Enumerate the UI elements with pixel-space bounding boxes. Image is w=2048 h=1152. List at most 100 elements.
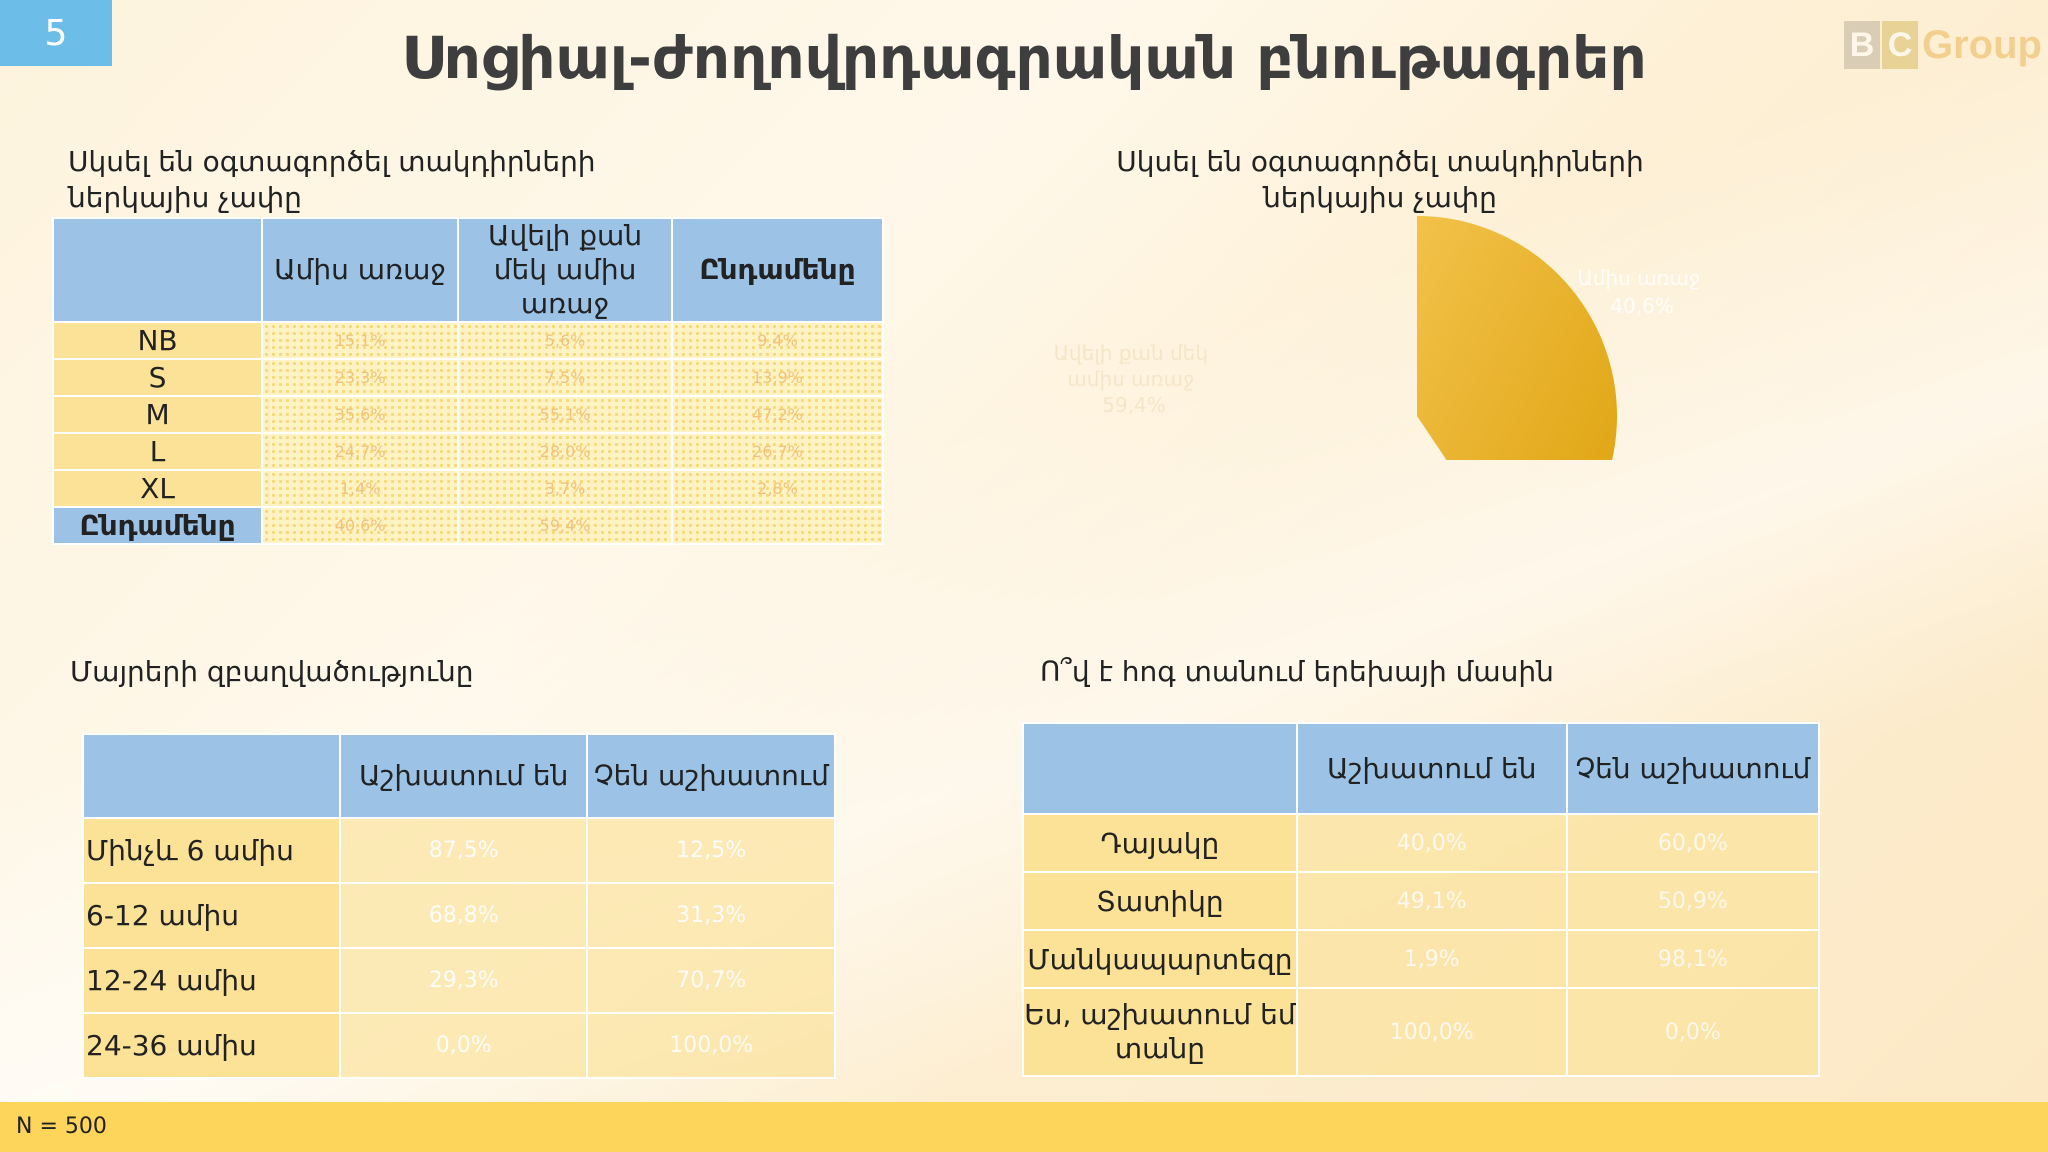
slide-number: 5 xyxy=(0,0,112,66)
row-label: 6-12 ամիս xyxy=(82,882,341,949)
pie-caption: Սկսել են օգտագործել տակդիրների ներկայիս … xyxy=(1080,144,1680,216)
logo-letter-c: C xyxy=(1882,21,1918,69)
table-cell: 70,7% xyxy=(586,947,836,1014)
table-row: M 35,6% 55,1% 47,2% xyxy=(51,395,885,434)
pie-label-line: Ավելի քան մեկ xyxy=(1054,341,1208,365)
table-row: Մինչև 6 ամիս 87,5% 12,5% xyxy=(82,817,836,884)
mothers-table-caption: Մայրերի զբաղվածությունը xyxy=(70,655,474,688)
table-cell: 13,9% xyxy=(670,358,885,397)
table-cell: 100,0% xyxy=(1295,987,1568,1077)
table-cell: 59,4% xyxy=(457,506,673,545)
row-label: M xyxy=(51,395,264,434)
care-table-caption: Ո՞վ է հոգ տանում երեխայի մասին xyxy=(1040,655,1554,688)
page-title: Սոցիալ-ժողովրդագրական բնութագրեր xyxy=(401,24,1647,92)
table-cell: 0,0% xyxy=(1565,987,1821,1077)
table-row: Դայակը 40,0% 60,0% xyxy=(1022,813,1821,873)
row-label: NB xyxy=(51,321,264,360)
table-cell: 1,4% xyxy=(261,469,460,508)
row-label: Դայակը xyxy=(1022,813,1298,873)
table-cell: 50,9% xyxy=(1565,871,1821,931)
table-header-cell: Ամիս առաջ xyxy=(261,217,460,323)
footer-bar: N = 500 xyxy=(0,1102,2048,1152)
pie-caption-line1: Սկսել են օգտագործել տակդիրների xyxy=(1116,145,1644,178)
table-header-cell xyxy=(51,217,264,323)
pie-label-line: 59,4% xyxy=(1102,393,1166,417)
row-label: 12-24 ամիս xyxy=(82,947,341,1014)
bc-group-logo: B C Group xyxy=(1844,20,2042,70)
table-cell: 55,1% xyxy=(457,395,673,434)
table-header-cell: Աշխատում են xyxy=(338,733,589,819)
table-cell: 100,0% xyxy=(586,1012,836,1079)
pie-label-line: 40,6% xyxy=(1610,294,1674,318)
row-label: Ընդամենը xyxy=(51,506,264,545)
row-label: Մանկապարտեզը xyxy=(1022,929,1298,989)
sample-size: N = 500 xyxy=(16,1114,107,1139)
table-row: Մանկապարտեզը 1,9% 98,1% xyxy=(1022,929,1821,989)
table-header-row: Աշխատում են Չեն աշխատում xyxy=(82,733,836,819)
table-cell: 2,8% xyxy=(670,469,885,508)
table-cell: 87,5% xyxy=(338,817,589,884)
table-cell xyxy=(670,506,885,545)
table-cell: 40,6% xyxy=(261,506,460,545)
table-cell: 15,1% xyxy=(261,321,460,360)
table-cell: 7,5% xyxy=(457,358,673,397)
table-cell: 1,9% xyxy=(1295,929,1568,989)
table-cell: 9,4% xyxy=(670,321,885,360)
row-label: XL xyxy=(51,469,264,508)
table-cell: 26,7% xyxy=(670,432,885,471)
table-row: S 23,3% 7,5% 13,9% xyxy=(51,358,885,397)
pie-label-month-ago: Ամիս առաջ 40,6% xyxy=(1577,266,1706,318)
mothers-employment-table: Աշխատում են Չեն աշխատում Մինչև 6 ամիս 87… xyxy=(82,733,836,1079)
table-row: 24-36 ամիս 0,0% 100,0% xyxy=(82,1012,836,1079)
row-label: Ես, աշխատում եմ տանը xyxy=(1022,987,1298,1077)
table-header-cell: Չեն աշխատում xyxy=(1565,722,1821,815)
table-row: 6-12 ամիս 68,8% 31,3% xyxy=(82,882,836,949)
table-cell: 29,3% xyxy=(338,947,589,1014)
table-cell: 35,6% xyxy=(261,395,460,434)
table-cell: 0,0% xyxy=(338,1012,589,1079)
table-cell: 40,0% xyxy=(1295,813,1568,873)
table-header-cell xyxy=(1022,722,1298,815)
child-care-table: Աշխատում են Չեն աշխատում Դայակը 40,0% 60… xyxy=(1022,722,1821,1077)
table-row: Ընդամենը 40,6% 59,4% xyxy=(51,506,885,545)
table-cell: 98,1% xyxy=(1565,929,1821,989)
table-header-cell: Չեն աշխատում xyxy=(586,733,836,819)
size-table-caption-line1: Սկսել են օգտագործել տակդիրների xyxy=(68,145,596,178)
table-row: Տատիկը 49,1% 50,9% xyxy=(1022,871,1821,931)
table-row: 12-24 ամիս 29,3% 70,7% xyxy=(82,947,836,1014)
table-header-cell: Աշխատում են xyxy=(1295,722,1568,815)
size-table: Ամիս առաջ Ավելի քան մեկ ամիս առաջ Ընդամե… xyxy=(51,217,885,545)
size-table-caption-line2: ներկայիս չափը xyxy=(68,181,302,214)
table-cell: 60,0% xyxy=(1565,813,1821,873)
logo-group-text: Group xyxy=(1922,22,2042,67)
pie-label-line: ամիս առաջ xyxy=(1067,367,1194,391)
table-cell: 68,8% xyxy=(338,882,589,949)
table-cell: 3,7% xyxy=(457,469,673,508)
pie-label-more-than-month: Ավելի քան մեկ ամիս առաջ 59,4% xyxy=(1054,341,1215,417)
pie-chart: Ամիս առաջ 40,6% Ավելի քան մեկ ամիս առաջ … xyxy=(1054,216,1706,460)
table-cell: 5,6% xyxy=(457,321,673,360)
table-cell: 31,3% xyxy=(586,882,836,949)
row-label: L xyxy=(51,432,264,471)
table-header-row: Աշխատում են Չեն աշխատում xyxy=(1022,722,1821,815)
table-header-row: Ամիս առաջ Ավելի քան մեկ ամիս առաջ Ընդամե… xyxy=(51,217,885,323)
row-label: 24-36 ամիս xyxy=(82,1012,341,1079)
row-label: Տատիկը xyxy=(1022,871,1298,931)
size-table-caption: Սկսել են օգտագործել տակդիրների ներկայիս … xyxy=(68,144,596,216)
table-header-cell: Ավելի քան մեկ ամիս առաջ xyxy=(457,217,673,323)
table-row: XL 1,4% 3,7% 2,8% xyxy=(51,469,885,508)
row-label: S xyxy=(51,358,264,397)
table-cell: 28,0% xyxy=(457,432,673,471)
logo-letter-b: B xyxy=(1844,21,1880,69)
table-cell: 23,3% xyxy=(261,358,460,397)
table-row: Ես, աշխատում եմ տանը 100,0% 0,0% xyxy=(1022,987,1821,1077)
table-row: NB 15,1% 5,6% 9,4% xyxy=(51,321,885,360)
pie-slice-month-ago xyxy=(1417,216,1617,460)
pie-caption-line2: ներկայիս չափը xyxy=(1263,181,1497,214)
table-cell: 47,2% xyxy=(670,395,885,434)
table-cell: 12,5% xyxy=(586,817,836,884)
table-cell: 24,7% xyxy=(261,432,460,471)
pie-label-line: Ամիս առաջ xyxy=(1577,266,1700,290)
table-header-cell xyxy=(82,733,341,819)
table-header-cell: Ընդամենը xyxy=(670,217,885,323)
